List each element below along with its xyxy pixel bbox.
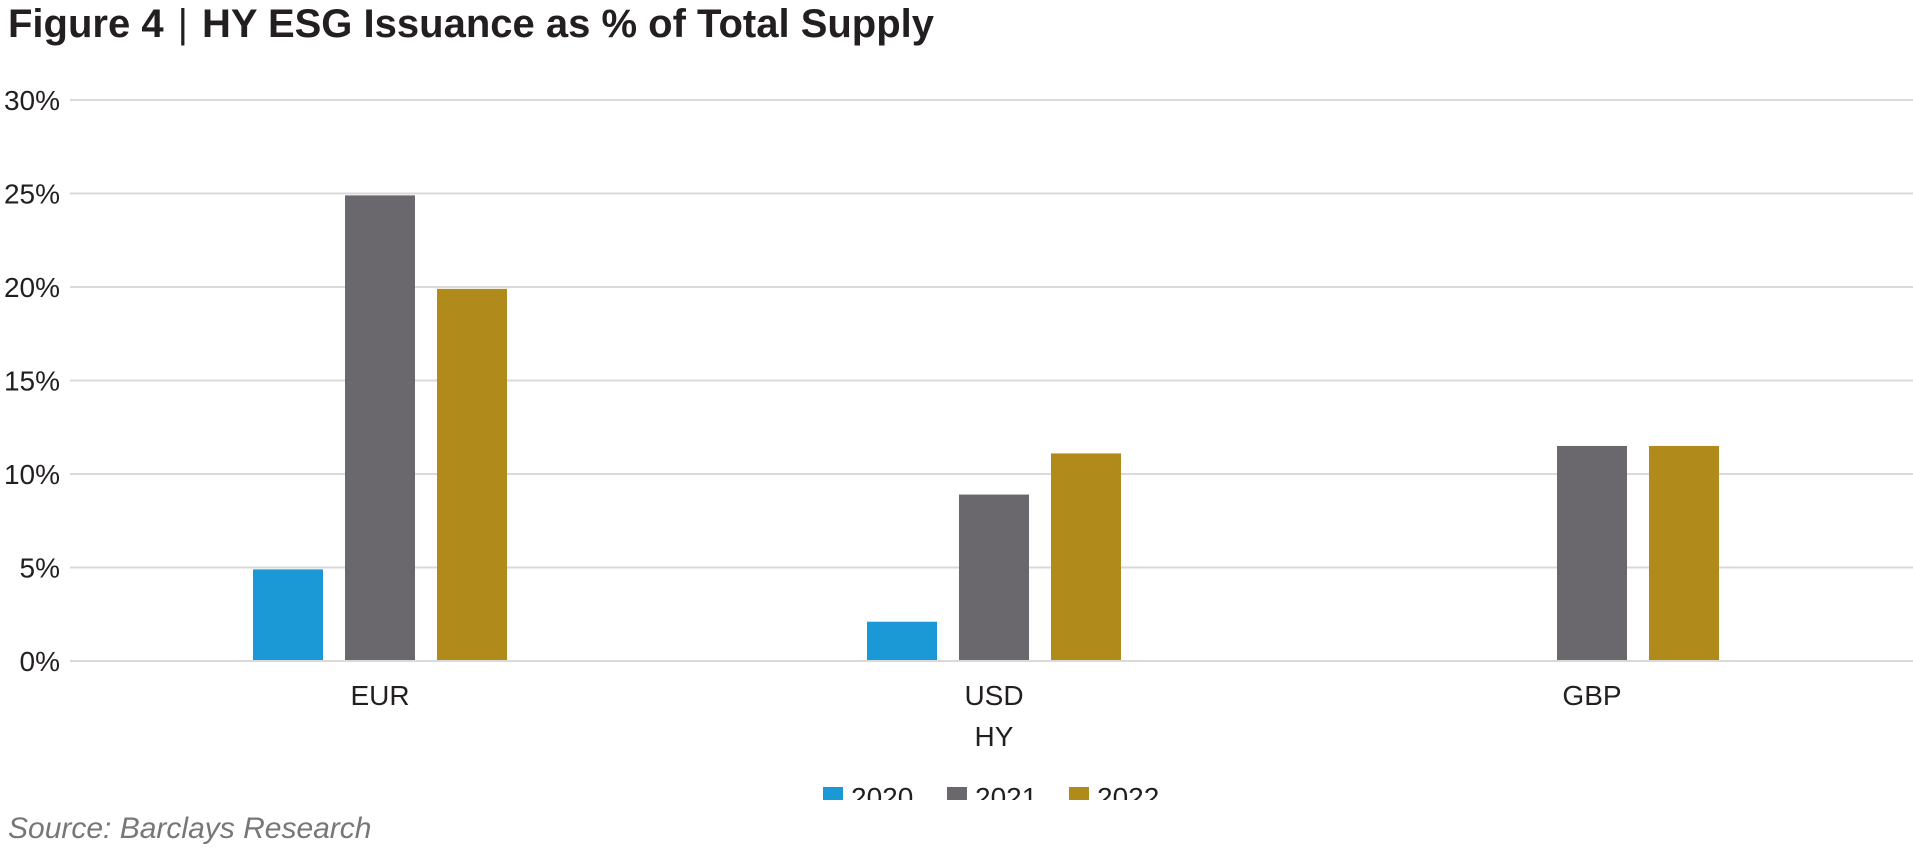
source-note: Source: Barclays Research (8, 812, 372, 845)
x-axis-title: HY (975, 721, 1014, 752)
y-tick-label: 5% (20, 553, 60, 584)
legend-swatch (947, 787, 967, 800)
bar (253, 569, 323, 661)
bar (1051, 453, 1121, 661)
y-tick-label: 30% (4, 85, 60, 116)
title-separator: | (177, 2, 188, 46)
figure-title: Figure 4 | HY ESG Issuance as % of Total S… (8, 2, 934, 47)
category-label: USD (964, 680, 1023, 711)
bar (1649, 445, 1719, 661)
legend-label: 2020 (851, 782, 913, 800)
y-tick-label: 0% (20, 646, 60, 677)
legend-label: 2021 (975, 782, 1037, 800)
legend-swatch (1069, 787, 1089, 800)
bar (345, 195, 415, 661)
y-tick-label: 25% (4, 179, 60, 210)
y-tick-label: 10% (4, 459, 60, 490)
y-tick-label: 15% (4, 366, 60, 397)
y-tick-label: 20% (4, 272, 60, 303)
bar-chart: 0% 5% 10% 15% 20% 25% 30% EUR USD GBP HY 2020 2021 20… (4, 85, 1913, 800)
category-label: EUR (350, 680, 409, 711)
bar (959, 494, 1029, 661)
bar (1557, 445, 1627, 661)
figure-title-text: HY ESG Issuance as % of Total Supply (201, 2, 935, 46)
bar (867, 621, 937, 661)
figure-label: Figure 4 (8, 2, 164, 46)
category-label: GBP (1562, 680, 1621, 711)
bar (437, 288, 507, 661)
legend-label: 2022 (1097, 782, 1159, 800)
legend-swatch (823, 787, 843, 800)
